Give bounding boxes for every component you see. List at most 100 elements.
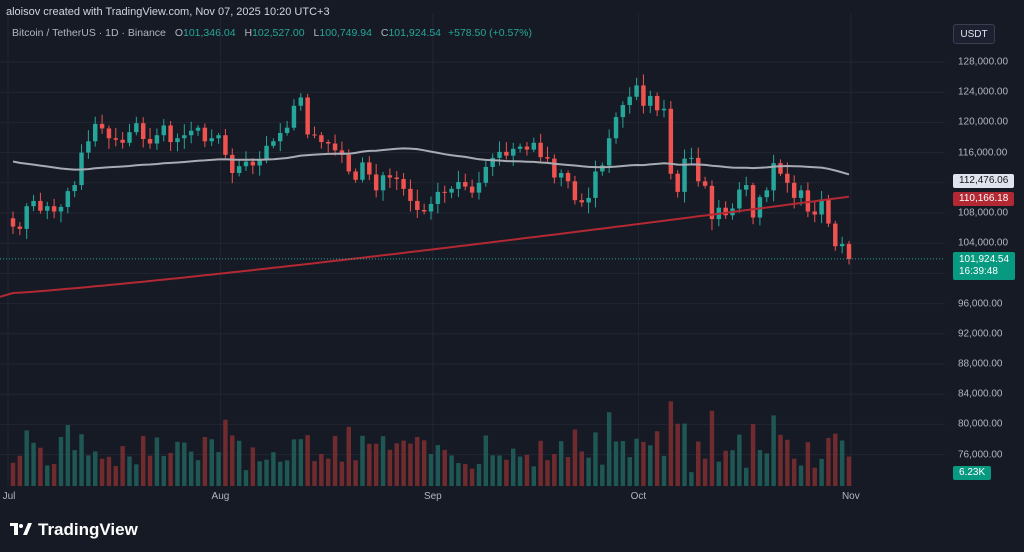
candle-body xyxy=(661,108,667,111)
candle-body xyxy=(764,190,769,198)
candle-body xyxy=(380,175,386,191)
volume-bar xyxy=(168,453,173,486)
candle-body xyxy=(346,154,351,172)
volume-bar xyxy=(538,440,543,486)
volume-bar xyxy=(202,436,208,486)
candle-body xyxy=(798,190,804,198)
candle-body xyxy=(682,158,687,192)
sma200-line xyxy=(0,195,850,298)
candle-body xyxy=(846,243,852,260)
volume-bar xyxy=(682,423,687,486)
candle-body xyxy=(319,135,324,143)
candle-body xyxy=(120,139,125,143)
volume-bar xyxy=(565,457,571,486)
close-value: 101,924.54 xyxy=(388,27,442,39)
price-axis-tick: 104,000.00 xyxy=(958,237,1009,249)
candle-body xyxy=(257,159,262,166)
volume-bar xyxy=(826,437,831,486)
candle-body xyxy=(243,161,249,167)
price-axis-tick: 96,000.00 xyxy=(958,298,1003,310)
price-axis-tick: 124,000.00 xyxy=(958,86,1009,98)
candle-body xyxy=(223,135,228,155)
candle-body xyxy=(490,157,495,167)
candle-body xyxy=(161,125,166,136)
candle-body xyxy=(654,95,660,111)
candle-body xyxy=(785,173,790,183)
volume-bar xyxy=(24,430,29,486)
candle-body xyxy=(442,191,447,193)
candle-body xyxy=(648,95,653,106)
volume-bar xyxy=(216,452,221,486)
volume-bar xyxy=(730,450,735,486)
price-axis-tick: 120,000.00 xyxy=(958,116,1009,128)
volume-bar xyxy=(743,467,749,486)
volume-bar xyxy=(613,441,619,486)
volume-bar xyxy=(661,455,667,486)
volume-bar xyxy=(435,445,441,486)
volume-bar xyxy=(380,436,386,486)
sma50-line xyxy=(12,147,850,176)
close-label: C xyxy=(380,27,389,39)
volume-bar xyxy=(31,442,36,486)
volume-bar xyxy=(771,415,776,486)
volume-bar xyxy=(182,442,187,486)
time-axis-tick: Nov xyxy=(841,491,860,502)
candle-body xyxy=(298,97,304,106)
currency-selector-button[interactable]: USDT xyxy=(953,24,995,44)
candle-body xyxy=(750,185,756,218)
attribution-text: aloisov created with TradingView.com, No… xyxy=(6,6,330,18)
volume-bar xyxy=(600,464,605,486)
candle-body xyxy=(271,141,276,146)
candle-body xyxy=(168,125,173,143)
candle-body xyxy=(689,157,694,159)
volume-bar xyxy=(319,453,324,486)
volume-bar xyxy=(120,446,125,486)
candle-body xyxy=(58,206,64,212)
candle-body xyxy=(421,209,427,212)
volume-bar xyxy=(442,449,447,486)
volume-bar xyxy=(798,465,804,486)
volume-bar xyxy=(271,452,276,486)
volume-bar xyxy=(593,432,598,486)
volume-bar xyxy=(195,460,201,486)
symbol-label[interactable]: Bitcoin / TetherUS · 1D · Binance xyxy=(12,27,166,39)
volume-bar xyxy=(675,423,680,486)
candle-body xyxy=(476,182,482,193)
volume-bar xyxy=(483,435,489,486)
volume-bar xyxy=(812,467,817,486)
volume-bar xyxy=(641,441,646,486)
candle-body xyxy=(552,158,557,178)
volume-bar xyxy=(250,447,256,486)
price-axis-tick: 76,000.00 xyxy=(958,449,1003,461)
volume-bar xyxy=(113,466,119,486)
volume-bar xyxy=(668,401,674,486)
candle-body xyxy=(449,188,454,193)
ohlc-legend: Bitcoin / TetherUS · 1D · Binance O101,3… xyxy=(12,27,532,39)
open-value: 101,346.04 xyxy=(182,27,236,39)
volume-bar xyxy=(634,438,639,486)
volume-bar xyxy=(709,410,715,486)
candle-body xyxy=(504,151,509,156)
open-label: O xyxy=(174,27,183,39)
candle-body xyxy=(675,173,680,192)
candle-body xyxy=(572,181,578,201)
candle-body xyxy=(497,151,502,158)
price-axis-tick: 116,000.00 xyxy=(958,147,1008,159)
candle-body xyxy=(147,139,153,144)
candle-body xyxy=(202,127,208,142)
candle-body xyxy=(558,172,564,178)
candle-body xyxy=(702,181,708,186)
candle-body xyxy=(826,199,831,224)
volume-bar xyxy=(373,443,379,486)
volume-bar xyxy=(284,460,290,486)
candle-body xyxy=(353,171,358,180)
volume-bar xyxy=(558,441,564,486)
candle-body xyxy=(538,142,543,158)
volume-bar xyxy=(511,448,516,486)
volume-bar xyxy=(264,459,269,486)
candle-body xyxy=(511,148,516,156)
candle-body xyxy=(394,177,399,180)
volume-bar xyxy=(175,441,180,486)
last-price-tag: 101,924.54 16:39:48 xyxy=(953,252,1016,280)
